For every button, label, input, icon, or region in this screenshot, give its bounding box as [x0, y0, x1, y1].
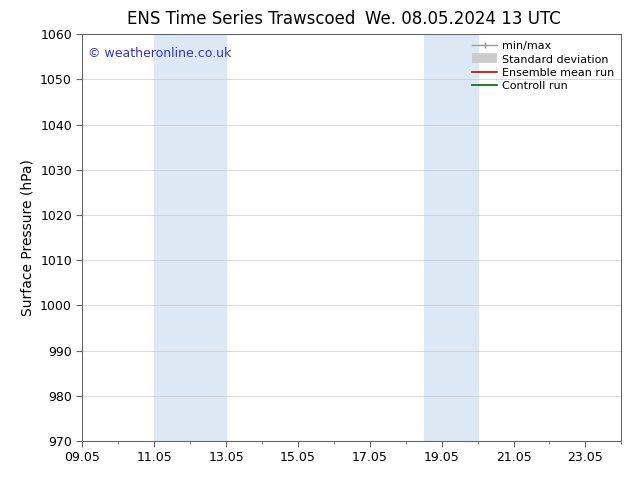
- Text: We. 08.05.2024 13 UTC: We. 08.05.2024 13 UTC: [365, 10, 560, 28]
- Text: ENS Time Series Trawscoed: ENS Time Series Trawscoed: [127, 10, 355, 28]
- Bar: [154, 34, 226, 441]
- Text: © weatheronline.co.uk: © weatheronline.co.uk: [87, 47, 231, 59]
- Bar: [424, 34, 477, 441]
- Y-axis label: Surface Pressure (hPa): Surface Pressure (hPa): [20, 159, 35, 316]
- Legend: min/max, Standard deviation, Ensemble mean run, Controll run: min/max, Standard deviation, Ensemble me…: [469, 38, 618, 95]
